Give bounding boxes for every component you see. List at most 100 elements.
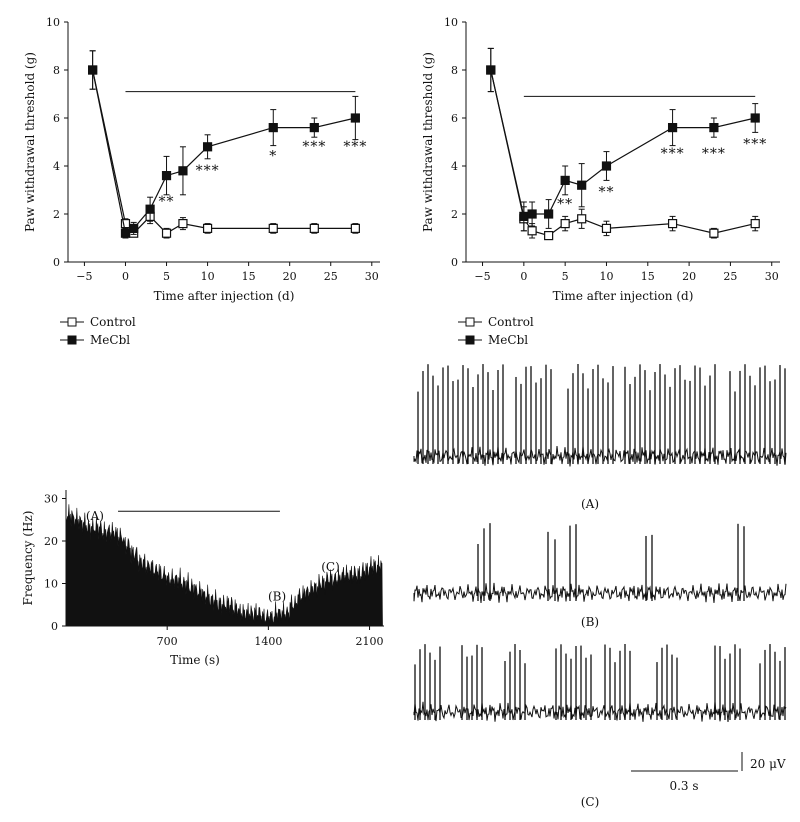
data-point-mecbl	[268, 122, 278, 133]
panel-bottom-left: 0 10 20 30 700 1400 2100 Time (s) Frequency (Hz)…	[21, 490, 384, 667]
data-point-control	[527, 226, 537, 236]
data-point-mecbl	[750, 113, 760, 123]
noise-trace-c	[413, 701, 787, 723]
y-tick-label: 0	[51, 620, 58, 633]
data-point-control	[577, 214, 587, 224]
recording-point-label: (A)	[86, 509, 104, 523]
y-tick-label: 8	[451, 64, 458, 77]
data-point-mecbl	[560, 175, 570, 185]
data-point-mecbl	[577, 180, 587, 190]
x-axis-label: Time (s)	[170, 653, 220, 667]
significance-marker: ***	[743, 136, 767, 152]
data-point-control	[667, 219, 678, 229]
x-tick-label: 25	[324, 270, 338, 283]
x-tick-label: −5	[474, 270, 490, 283]
legend-marker	[465, 335, 475, 345]
legend-label-control: Control	[488, 315, 534, 329]
data-point-mecbl	[350, 113, 360, 123]
noise-trace-a	[413, 445, 787, 467]
noise-trace-b	[413, 582, 787, 603]
x-tick-label: 30	[365, 270, 379, 283]
significance-marker: ***	[196, 163, 220, 179]
y-tick-label: 30	[44, 493, 58, 506]
trace-label-b: (B)	[581, 615, 599, 629]
x-tick-label: 5	[562, 270, 569, 283]
y-tick-label: 6	[451, 112, 458, 125]
data-point-mecbl	[601, 161, 612, 171]
data-point-mecbl	[145, 204, 155, 214]
significance-marker: ***	[302, 139, 326, 155]
data-point-mecbl	[178, 166, 188, 176]
data-point-control	[268, 223, 278, 233]
x-tick-label: 15	[641, 270, 655, 283]
data-point-control	[309, 223, 319, 233]
data-point-control	[544, 231, 554, 241]
data-point-control	[161, 228, 172, 238]
data-point-mecbl	[486, 65, 496, 75]
x-tick-label: −5	[76, 270, 92, 283]
data-point-mecbl	[544, 209, 554, 219]
scale-bar-amp-label: 20 μV	[750, 757, 786, 771]
recording-point-label: (C)	[321, 560, 340, 574]
x-tick-label: 10	[201, 270, 215, 283]
y-tick-label: 10	[46, 16, 60, 29]
y-tick-label: 20	[44, 535, 58, 548]
legend-marker	[465, 317, 475, 327]
x-axis-label: Time after injection (d)	[154, 289, 295, 303]
x-tick-label: 1400	[254, 635, 282, 648]
legend-marker	[67, 335, 77, 345]
significance-marker: **	[598, 184, 614, 200]
data-point-control	[709, 228, 719, 238]
data-point-mecbl	[161, 171, 172, 181]
data-point-mecbl	[129, 223, 139, 233]
scale-bar: 0.3 s 20 μV	[631, 752, 786, 793]
data-point-mecbl	[709, 122, 719, 133]
data-point-mecbl	[519, 211, 529, 221]
data-point-control	[601, 223, 612, 233]
x-tick-label: 20	[682, 270, 696, 283]
trace-label-c: (C)	[581, 795, 600, 809]
data-point-control	[120, 219, 131, 229]
y-tick-label: 2	[451, 208, 458, 221]
x-tick-label: 10	[599, 270, 613, 283]
data-point-mecbl	[667, 122, 678, 133]
recording-point-label: (B)	[268, 590, 286, 604]
legend-marker	[67, 317, 77, 327]
y-axis-label: Frequency (Hz)	[21, 511, 35, 606]
y-tick-label: 0	[451, 256, 458, 269]
data-point-mecbl	[527, 209, 537, 219]
data-point-mecbl	[120, 228, 131, 238]
series-line-mecbl	[490, 69, 756, 218]
significance-marker: *	[269, 148, 277, 164]
significance-marker: ***	[661, 146, 685, 162]
x-tick-label: 0	[520, 270, 527, 283]
data-point-control	[350, 223, 360, 233]
data-point-mecbl	[88, 65, 98, 75]
significance-marker: **	[557, 196, 573, 212]
y-axis-label: Paw withdrawal threshold (g)	[421, 52, 435, 232]
data-point-mecbl	[202, 142, 213, 152]
x-tick-label: 700	[157, 635, 178, 648]
data-point-control	[560, 219, 570, 229]
significance-marker: **	[159, 194, 175, 210]
legend-label-control: Control	[90, 315, 136, 329]
significance-marker: ***	[702, 146, 726, 162]
series-line-control	[490, 69, 756, 237]
y-tick-label: 4	[451, 160, 458, 173]
scale-bar-time-label: 0.3 s	[669, 779, 698, 793]
y-tick-label: 8	[53, 64, 60, 77]
x-tick-label: 20	[283, 270, 297, 283]
legend-label-mecbl: MeCbl	[90, 333, 130, 347]
data-point-control	[202, 223, 213, 233]
y-tick-label: 4	[53, 160, 60, 173]
legend-label-mecbl: MeCbl	[488, 333, 528, 347]
data-point-control	[178, 219, 188, 229]
spike-traces: (A) (B) (C)	[413, 364, 787, 809]
y-tick-label: 6	[53, 112, 60, 125]
x-tick-label: 0	[122, 270, 129, 283]
x-tick-label: 5	[163, 270, 170, 283]
frequency-area	[65, 504, 383, 627]
x-axis-label: Time after injection (d)	[553, 289, 694, 303]
y-tick-label: 10	[44, 578, 58, 591]
x-tick-label: 25	[723, 270, 737, 283]
